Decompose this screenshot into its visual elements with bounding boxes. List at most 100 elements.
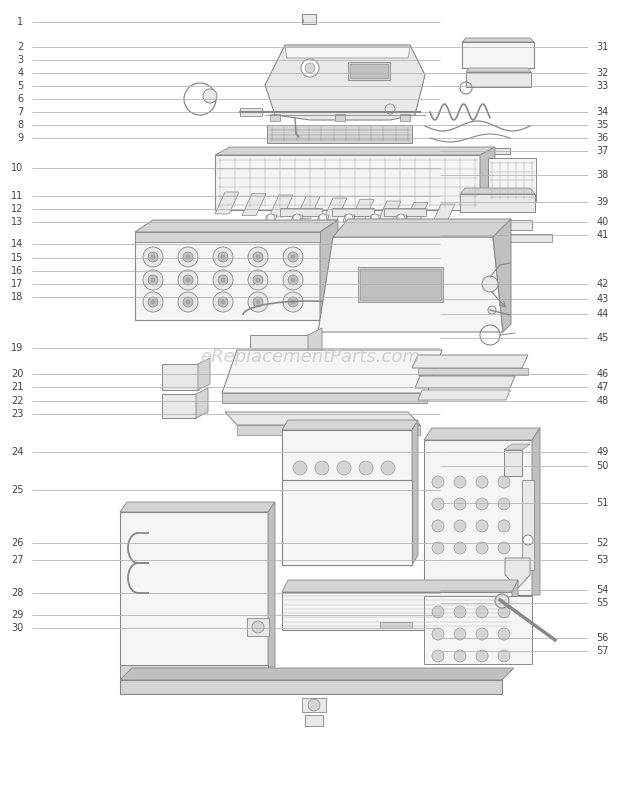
- Circle shape: [337, 483, 351, 497]
- Circle shape: [218, 297, 228, 307]
- Bar: [462, 234, 552, 242]
- Circle shape: [178, 292, 198, 312]
- Polygon shape: [242, 193, 266, 216]
- Bar: [424, 596, 532, 664]
- Circle shape: [293, 461, 307, 475]
- Text: 34: 34: [596, 107, 609, 117]
- Polygon shape: [265, 215, 277, 222]
- Text: 35: 35: [596, 120, 609, 130]
- Text: 38: 38: [596, 170, 609, 180]
- Circle shape: [256, 300, 260, 304]
- Circle shape: [454, 476, 466, 488]
- Text: 1: 1: [17, 17, 24, 27]
- Circle shape: [183, 275, 193, 285]
- Circle shape: [143, 270, 163, 290]
- Bar: [360, 269, 441, 300]
- Circle shape: [454, 520, 466, 532]
- Circle shape: [454, 498, 466, 510]
- Bar: [430, 148, 510, 154]
- Bar: [358, 267, 443, 302]
- Polygon shape: [308, 328, 322, 357]
- Circle shape: [454, 628, 466, 640]
- Polygon shape: [268, 502, 275, 667]
- Bar: [215, 155, 480, 210]
- Circle shape: [248, 270, 268, 290]
- Circle shape: [256, 278, 260, 282]
- Circle shape: [498, 498, 510, 510]
- Circle shape: [498, 628, 510, 640]
- Circle shape: [183, 297, 193, 307]
- Text: 16: 16: [11, 266, 24, 276]
- Circle shape: [148, 297, 158, 307]
- Polygon shape: [395, 215, 407, 222]
- Text: 12: 12: [11, 204, 24, 214]
- Circle shape: [218, 252, 228, 262]
- Text: 39: 39: [596, 197, 609, 207]
- Circle shape: [253, 252, 263, 262]
- Circle shape: [183, 252, 193, 262]
- Polygon shape: [377, 201, 401, 223]
- Circle shape: [432, 542, 444, 554]
- Circle shape: [186, 278, 190, 282]
- Circle shape: [432, 476, 444, 488]
- Polygon shape: [196, 388, 208, 418]
- Polygon shape: [412, 355, 528, 368]
- Circle shape: [371, 214, 379, 222]
- Polygon shape: [317, 215, 329, 222]
- Polygon shape: [237, 425, 420, 435]
- Text: 5: 5: [17, 81, 24, 91]
- Circle shape: [432, 606, 444, 618]
- Circle shape: [476, 606, 488, 618]
- Text: 17: 17: [11, 279, 24, 289]
- Polygon shape: [291, 215, 303, 222]
- Circle shape: [256, 255, 260, 259]
- Circle shape: [432, 628, 444, 640]
- Polygon shape: [424, 428, 540, 440]
- Bar: [504, 450, 522, 476]
- Polygon shape: [466, 68, 531, 72]
- Bar: [305, 715, 323, 726]
- Polygon shape: [222, 393, 427, 403]
- Circle shape: [498, 606, 510, 618]
- Circle shape: [143, 292, 163, 312]
- Bar: [348, 62, 390, 80]
- Polygon shape: [532, 428, 540, 595]
- Bar: [462, 220, 532, 230]
- Bar: [384, 208, 426, 216]
- Text: 18: 18: [11, 292, 24, 302]
- Circle shape: [151, 255, 155, 259]
- Circle shape: [476, 498, 488, 510]
- Bar: [282, 430, 412, 565]
- Polygon shape: [282, 580, 518, 592]
- Circle shape: [385, 104, 395, 114]
- Circle shape: [305, 63, 315, 73]
- Circle shape: [253, 297, 263, 307]
- Bar: [120, 665, 268, 680]
- Text: 47: 47: [596, 382, 609, 392]
- Circle shape: [203, 89, 217, 103]
- Circle shape: [454, 542, 466, 554]
- Circle shape: [267, 214, 275, 222]
- Polygon shape: [343, 215, 355, 222]
- Bar: [282, 480, 412, 565]
- Circle shape: [288, 252, 298, 262]
- Polygon shape: [418, 390, 510, 400]
- Polygon shape: [120, 502, 275, 512]
- Text: 20: 20: [11, 369, 24, 379]
- Text: 44: 44: [596, 309, 609, 319]
- Circle shape: [476, 628, 488, 640]
- Circle shape: [432, 650, 444, 662]
- Circle shape: [291, 278, 295, 282]
- Text: 51: 51: [596, 498, 609, 508]
- Circle shape: [337, 461, 351, 475]
- Text: 53: 53: [596, 555, 609, 565]
- Polygon shape: [198, 358, 210, 390]
- Polygon shape: [120, 668, 514, 680]
- Circle shape: [301, 59, 319, 77]
- Bar: [460, 194, 535, 212]
- Circle shape: [359, 483, 373, 497]
- Circle shape: [283, 270, 303, 290]
- Circle shape: [291, 300, 295, 304]
- Bar: [302, 698, 326, 712]
- Circle shape: [221, 255, 225, 259]
